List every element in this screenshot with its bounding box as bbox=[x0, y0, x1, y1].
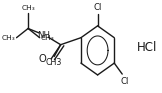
Text: Cl: Cl bbox=[121, 77, 129, 86]
Text: CH3: CH3 bbox=[46, 58, 62, 67]
Text: CH₃: CH₃ bbox=[41, 35, 55, 41]
Text: CH₃: CH₃ bbox=[21, 5, 35, 11]
Text: CH₃: CH₃ bbox=[1, 35, 15, 41]
Text: Cl: Cl bbox=[93, 3, 102, 12]
Text: HCl: HCl bbox=[137, 41, 157, 54]
Text: O: O bbox=[39, 54, 46, 64]
Text: NH: NH bbox=[38, 31, 51, 40]
